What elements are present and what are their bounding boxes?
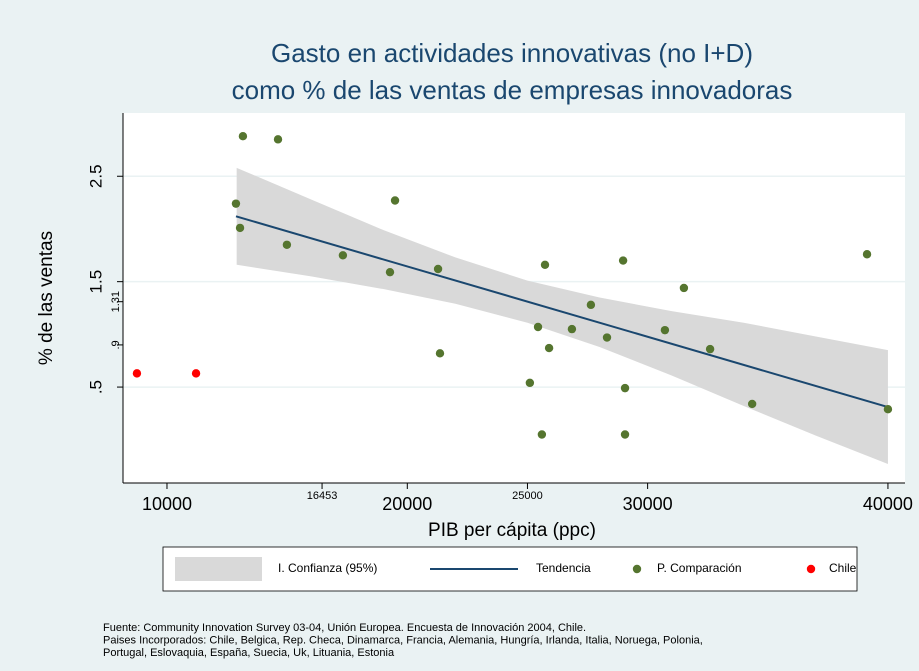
- chart-title: como % de las ventas de empresas innovad…: [232, 75, 793, 105]
- point: [273, 135, 283, 144]
- point: [533, 322, 543, 332]
- trend-line: [235, 215, 889, 409]
- y-tick-label: 1.31: [110, 291, 122, 312]
- notes: Fuente: Community Innovation Survey 03-0…: [103, 622, 703, 659]
- point: [660, 325, 670, 335]
- point: [883, 405, 893, 414]
- y-axis-label: % de las ventas: [36, 231, 57, 365]
- point: [435, 349, 445, 358]
- point: [747, 399, 757, 409]
- point: [238, 131, 248, 141]
- note: Paises Incorporados: Chile, Belgica, Rep…: [103, 634, 703, 646]
- chart-title: Gasto en actividades innovativas (no I+D…: [271, 38, 753, 68]
- x-tick-label: 16453: [307, 490, 338, 502]
- legend-swatch: [175, 557, 262, 581]
- legend-label: Chile: [829, 561, 857, 575]
- point: [537, 430, 547, 439]
- y-tick-label: .5: [86, 380, 105, 394]
- point: [602, 333, 612, 342]
- point: [862, 250, 872, 259]
- legend: [162, 546, 858, 592]
- point: [132, 369, 142, 378]
- x-tick-label: 10000: [142, 494, 192, 514]
- point: [282, 240, 292, 249]
- legend-label: P. Comparación: [657, 561, 742, 575]
- x-axis-label: PIB per cápita (ppc): [428, 520, 596, 541]
- legend-label: Tendencia: [536, 561, 591, 575]
- x-tick-label: 25000: [512, 490, 543, 502]
- point: [338, 251, 348, 260]
- legend-swatch: [632, 564, 642, 574]
- x-tick-label: 20000: [382, 494, 432, 514]
- legend-swatch: [806, 564, 816, 574]
- point: [235, 223, 245, 233]
- confidence-band: [236, 167, 888, 465]
- point: [191, 369, 201, 378]
- point: [544, 343, 554, 353]
- point: [620, 383, 630, 393]
- point: [525, 378, 535, 388]
- y-tick-label: .9: [110, 340, 122, 349]
- legend-label: I. Confianza (95%): [278, 561, 377, 575]
- point: [231, 199, 241, 208]
- point: [433, 264, 443, 274]
- y-tick-label: 2.5: [86, 164, 105, 188]
- y-tick-label: 1.5: [86, 270, 105, 294]
- x-tick-label: 40000: [863, 494, 913, 514]
- point: [385, 267, 395, 277]
- point: [705, 344, 715, 354]
- point: [679, 283, 689, 293]
- point: [390, 196, 400, 205]
- note: Portugal, Eslovaquia, España, Suecia, Uk…: [103, 647, 395, 659]
- point: [540, 260, 550, 269]
- point: [618, 256, 628, 265]
- note: Fuente: Community Innovation Survey 03-0…: [103, 622, 586, 634]
- point: [586, 300, 596, 310]
- point: [620, 430, 630, 439]
- point: [567, 324, 577, 334]
- x-tick-label: 30000: [623, 494, 673, 514]
